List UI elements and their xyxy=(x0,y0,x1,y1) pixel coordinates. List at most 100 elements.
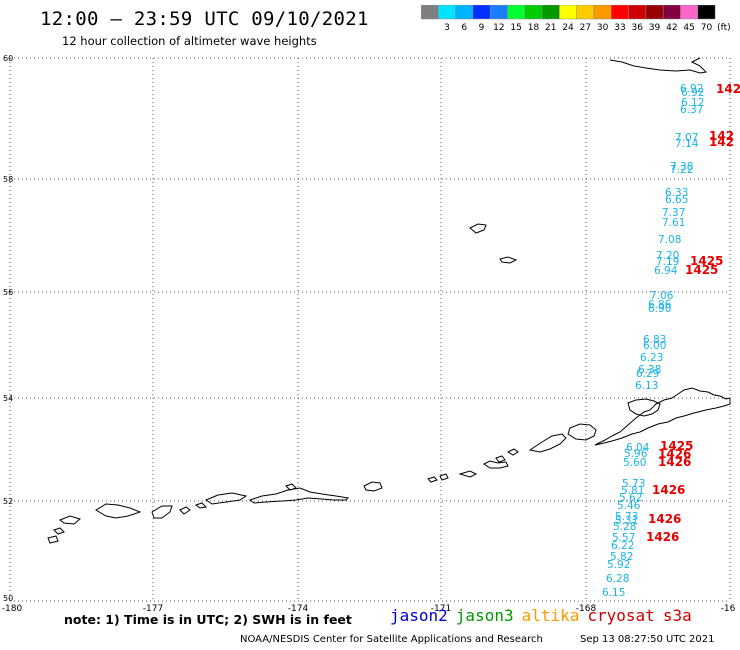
swh-observation: 7.22 xyxy=(670,164,693,176)
swh-observation: 7.19 xyxy=(656,256,679,268)
swh-observation: 7.08 xyxy=(658,234,681,246)
scale-swatch xyxy=(697,5,716,20)
swh-observation: 6.94 xyxy=(654,265,678,277)
cryosat-observation: 142 xyxy=(709,129,734,143)
cryosat-observation: 1426 xyxy=(658,447,691,461)
cryosat-observation: 1425 xyxy=(685,263,718,277)
wave-height-color-scale: 3 6 9 12 15 18 21 24 27 30 33 36 39 42 45 70 (ft) xyxy=(421,5,731,33)
swh-observation: 7.14 xyxy=(675,138,699,150)
swh-observation: 5.92 xyxy=(607,559,630,571)
longitude-tick-label: -168 xyxy=(576,604,597,614)
satellite-legend: jason2 jason3 altika cryosat s3a xyxy=(390,606,700,625)
swh-observation: 6.00 xyxy=(643,340,666,352)
swh-observation: 6.86 xyxy=(648,299,672,311)
scale-tick-label: 18 xyxy=(528,23,540,33)
scale-tick-label: 70 xyxy=(701,23,713,33)
attu-agattu-coastline xyxy=(47,503,142,544)
scale-tick-label: 27 xyxy=(580,23,591,33)
generated-timestamp: Sep 13 08:27:50 UTC 2021 xyxy=(580,634,715,645)
swh-observation: 6.13 xyxy=(635,380,658,392)
kiska-island-coastline xyxy=(151,505,191,519)
cryosat-observation: 1426 xyxy=(658,455,691,469)
scale-tick-label: 21 xyxy=(545,23,556,33)
swh-observation: 5.31 xyxy=(615,515,638,527)
swh-observation: 6.92 xyxy=(681,87,704,99)
cryosat-observation: 1425 xyxy=(660,439,693,453)
swh-observation: 7.07 xyxy=(675,132,698,144)
scale-tick-label: 30 xyxy=(597,23,609,33)
swh-observation: 7.20 xyxy=(656,250,679,262)
swh-observation: 5.28 xyxy=(613,521,636,533)
coastline-layer xyxy=(47,57,731,544)
satellite-legend-cryosat: cryosat xyxy=(587,606,655,625)
swh-observation: 6.65 xyxy=(665,194,688,206)
scale-tick-label: 24 xyxy=(562,23,574,33)
swh-observation: 7.61 xyxy=(662,217,685,229)
latitude-tick-label: 60 xyxy=(3,54,13,63)
swh-observation: 6.29 xyxy=(636,368,659,380)
longitude-tick-label: -171 xyxy=(431,604,451,614)
latitude-tick-label: 54 xyxy=(3,394,13,403)
swh-observation: 7.06 xyxy=(650,290,674,302)
scale-tick-label: 12 xyxy=(493,23,504,33)
scale-unit-label: (ft) xyxy=(717,23,731,33)
satellite-legend-jason3: jason3 xyxy=(455,606,514,625)
adak-island-coastline xyxy=(363,481,383,492)
satellite-legend-jason2: jason2 xyxy=(390,606,448,625)
units-note: note: 1) Time is in UTC; 2) SWH is in fe… xyxy=(64,612,352,627)
swh-observation: 6.37 xyxy=(680,104,703,116)
scale-tick-label: 33 xyxy=(614,23,625,33)
swh-observation: 6.38 xyxy=(638,364,661,376)
swh-observation: 6.23 xyxy=(640,352,663,364)
swh-observation: 5.60 xyxy=(623,457,646,469)
cryosat-observation: 1425 xyxy=(690,254,723,268)
swh-observation: 5.73 xyxy=(622,478,645,490)
latitude-tick-label: 56 xyxy=(3,288,13,297)
altimeter-observations: 6.926.926.126.377.077.147.387.226.336.65… xyxy=(602,82,740,599)
longitude-tick-label: -174 xyxy=(288,604,309,614)
rat-andreanof-islands-coastline xyxy=(248,483,350,504)
scale-tick-label: 9 xyxy=(479,23,485,33)
latitude-tick-label: 58 xyxy=(3,175,13,184)
cryosat-observation: 1426 xyxy=(648,512,681,526)
amlia-atka-coastline xyxy=(427,470,478,483)
swh-observation: 5.81 xyxy=(621,485,644,497)
mainland-alaska-coastline xyxy=(609,57,708,74)
map-title: 12:00 – 23:59 UTC 09/10/2021 xyxy=(40,8,369,30)
unalaska-island-coastline xyxy=(567,423,597,441)
scale-tick-label: 15 xyxy=(510,23,521,33)
swh-observation: 5.82 xyxy=(610,551,633,563)
scale-tick-label: 6 xyxy=(461,23,467,33)
swh-observation: 7.37 xyxy=(662,207,685,219)
swh-observation: 6.28 xyxy=(606,573,629,585)
satellite-legend-altika: altika xyxy=(521,606,580,625)
swh-observation: 6.12 xyxy=(681,97,704,109)
axis-labels: -180 -177 -174 -171 -168 -16 60 58 56 54 52 50 xyxy=(2,54,736,614)
swh-observation: 6.92 xyxy=(680,83,703,95)
amchitka-island-coastline xyxy=(194,492,248,509)
swh-observation: 6.33 xyxy=(665,187,688,199)
swh-observation: 7.38 xyxy=(670,161,693,173)
swh-observation: 5.73 xyxy=(615,511,638,523)
umnak-island-coastline xyxy=(528,433,567,453)
swh-observation: 6.15 xyxy=(602,587,625,599)
swh-observation: 6.22 xyxy=(611,540,634,552)
scale-tick-label: 3 xyxy=(444,23,450,33)
unimak-island-coastline xyxy=(627,398,661,417)
alaska-peninsula-coastline xyxy=(594,387,731,446)
longitude-tick-label: -16 xyxy=(721,604,736,614)
pribilof-st-george-coastline xyxy=(499,256,518,264)
cryosat-observation: 1426 xyxy=(652,483,685,497)
cryosat-observation: 1426 xyxy=(646,530,679,544)
cryosat-observation: 142 xyxy=(716,82,740,96)
longitude-tick-label: -180 xyxy=(2,604,23,614)
lat-lon-grid xyxy=(9,57,731,602)
scale-tick-label: 42 xyxy=(666,23,677,33)
swh-observation: 5.62 xyxy=(619,492,642,504)
swh-observation: 6.83 xyxy=(643,334,666,346)
swh-observation: 5.46 xyxy=(617,500,641,512)
swh-observation: 6.04 xyxy=(626,442,650,454)
scale-tick-label: 36 xyxy=(632,23,644,33)
latitude-tick-label: 50 xyxy=(3,594,13,603)
